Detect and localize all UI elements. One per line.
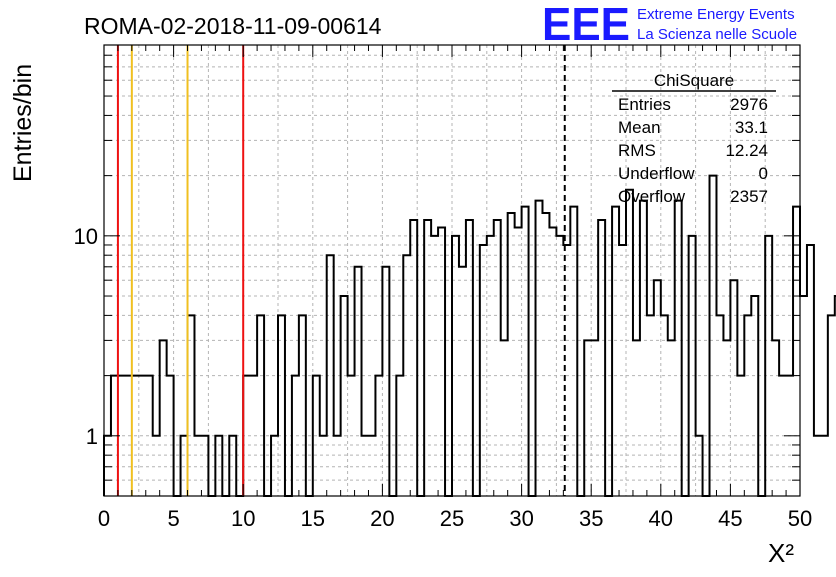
x-tick-label: 5	[167, 506, 179, 531]
y-axis-label: Entries/bin	[9, 64, 37, 182]
y-tick-label: 10	[74, 224, 98, 249]
x-tick-label: 10	[231, 506, 255, 531]
x-axis-label: X²	[768, 538, 794, 568]
x-tick-label: 50	[788, 506, 812, 531]
x-tick-label: 30	[509, 506, 533, 531]
x-tick-label: 35	[579, 506, 603, 531]
logo-line-1: Extreme Energy Events	[637, 6, 795, 23]
x-tick-label: 40	[649, 506, 673, 531]
stats-value-underflow: 0	[759, 164, 768, 183]
x-tick-label: 45	[718, 506, 742, 531]
stats-label-underflow: Underflow	[618, 164, 695, 183]
stats-value-overflow: 2357	[730, 187, 768, 206]
stats-value-rms: 12.24	[725, 141, 768, 160]
x-tick-label: 25	[440, 506, 464, 531]
stats-label-entries: Entries	[618, 95, 671, 114]
x-tick-label: 15	[301, 506, 325, 531]
run-title: ROMA-02-2018-11-09-00614	[84, 13, 382, 39]
stats-label-rms: RMS	[618, 141, 656, 160]
stats-value-entries: 2976	[730, 95, 768, 114]
x-tick-label: 20	[370, 506, 394, 531]
stats-box: ChiSquare Entries 2976 Mean 33.1 RMS 12.…	[612, 71, 776, 206]
logo-line-2: La Scienza nelle Scuole	[637, 26, 797, 43]
x-tick-label: 0	[98, 506, 110, 531]
reference-lines	[116, 45, 566, 496]
y-tick-label: 1	[86, 424, 98, 449]
stats-title: ChiSquare	[654, 71, 734, 90]
stats-value-mean: 33.1	[735, 118, 768, 137]
stats-label-overflow: Overflow	[618, 187, 686, 206]
eee-logo: EEE	[542, 0, 630, 50]
stats-label-mean: Mean	[618, 118, 661, 137]
axis-ticks: 0 5 10 15 20 25 30 35 40 45 50 1 10	[74, 45, 812, 531]
